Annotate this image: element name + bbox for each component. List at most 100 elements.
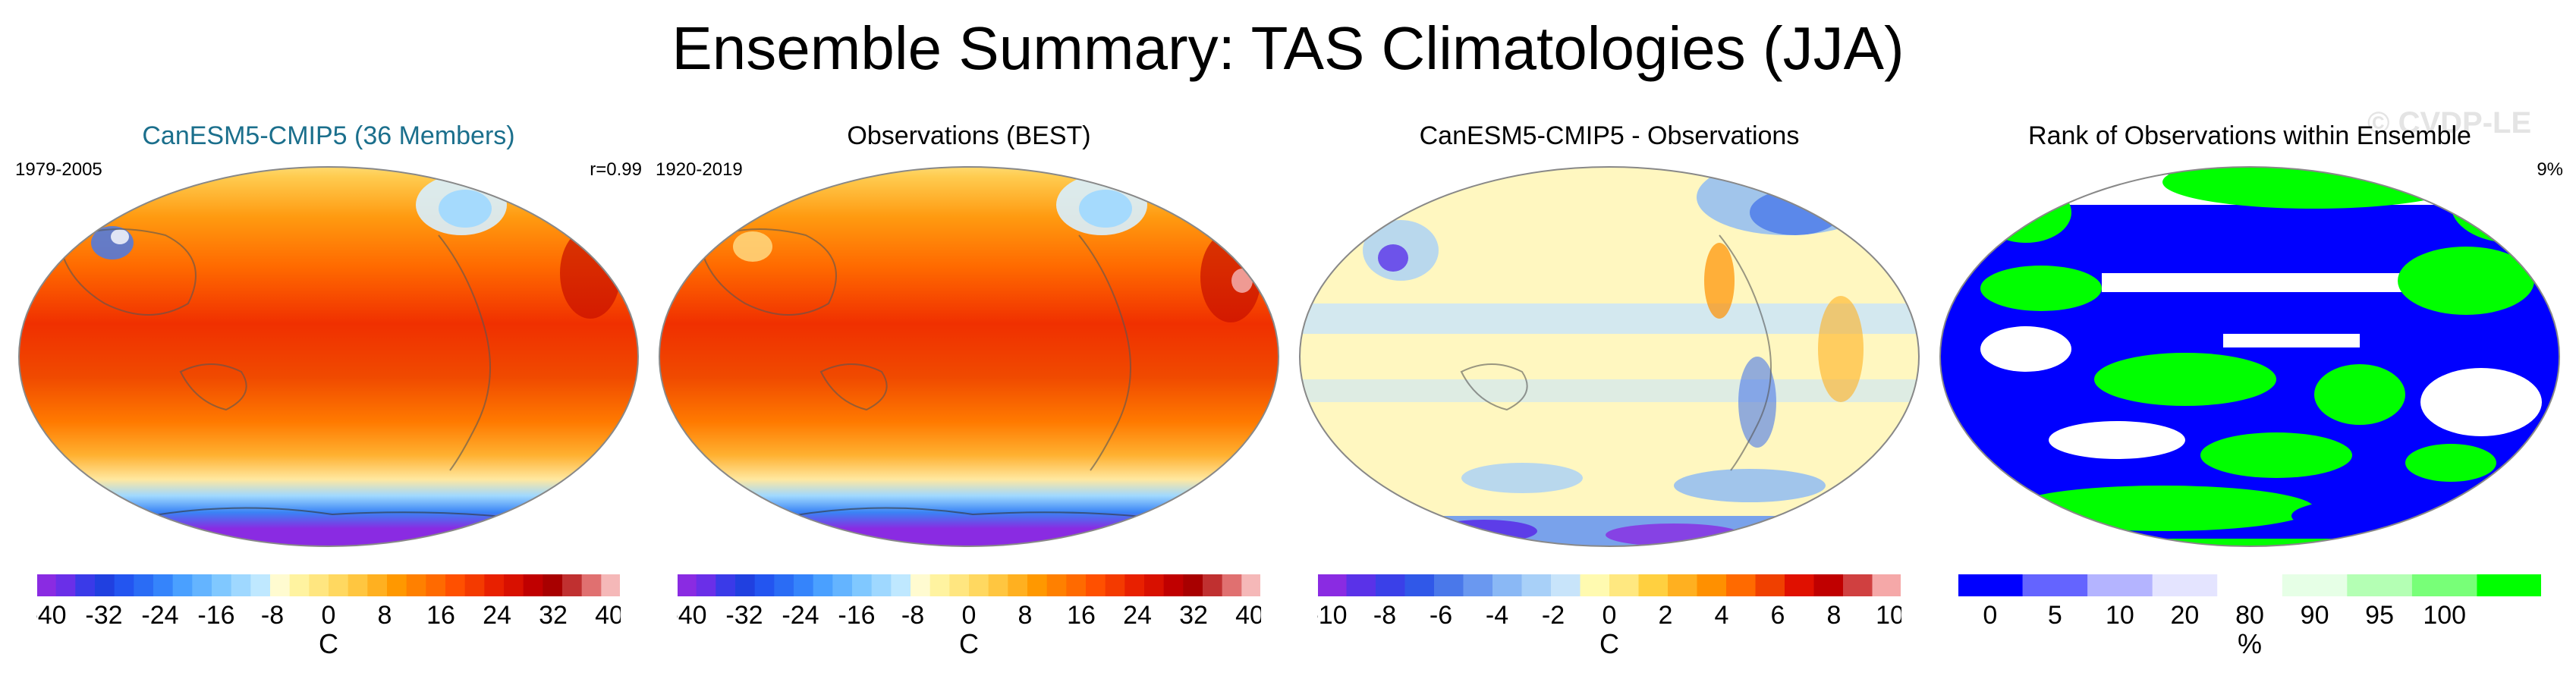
colorbar-swatch	[464, 574, 485, 596]
colorbar-tick-label: -40	[36, 601, 67, 628]
colorbar-swatch	[504, 574, 524, 596]
colorbar-swatch	[55, 574, 76, 596]
colorbar: 0 5 10 20 80 90 95 100 %	[1958, 574, 2542, 659]
colorbar-swatch	[1434, 574, 1464, 596]
colorbar-swatch	[716, 574, 736, 596]
colorbar-swatch	[2087, 574, 2153, 596]
panel-model-climatology: CanESM5-CMIP5 (36 Members) 1979-2005 r=0…	[14, 121, 643, 659]
colorbar-unit: C	[959, 628, 979, 659]
colorbar-swatch	[1668, 574, 1698, 596]
colorbar-swatch	[1404, 574, 1435, 596]
colorbar-swatch	[1580, 574, 1610, 596]
colorbar-unit: %	[2237, 628, 2262, 659]
colorbar-swatch	[329, 574, 349, 596]
colorbar-swatch	[2152, 574, 2218, 596]
colorbar-tick-label: 5	[2048, 601, 2062, 628]
colorbar-tick-label: 4	[1715, 601, 1729, 628]
colorbar-swatch	[735, 574, 756, 596]
panel-title: Observations (BEST)	[847, 121, 1091, 150]
colorbar-tick-label: -24	[782, 601, 819, 628]
colorbar-swatch	[988, 574, 1008, 596]
watermark: © CVDP-LE	[2367, 106, 2532, 140]
panel-statistic: 9%	[2537, 159, 2563, 180]
colorbar-swatch	[348, 574, 368, 596]
colorbar-swatch	[794, 574, 814, 596]
colorbar-tick-label: 8	[1827, 601, 1842, 628]
colorbar-swatch	[153, 574, 174, 596]
colorbar-swatch	[1317, 574, 1348, 596]
colorbar-swatch	[1872, 574, 1901, 596]
panel-model-minus-observations: CanESM5-CMIP5 - Observations	[1294, 121, 1924, 659]
colorbar-swatch	[696, 574, 716, 596]
colorbar-tick-label: 90	[2301, 601, 2329, 628]
colorbar-border	[1317, 574, 1901, 597]
colorbar-swatch	[387, 574, 407, 596]
colorbar-swatch	[2022, 574, 2088, 596]
colorbar-swatch	[95, 574, 115, 596]
colorbar-swatch	[1726, 574, 1757, 596]
colorbar-swatch	[2477, 574, 2542, 596]
world-map-rank	[1939, 166, 2560, 547]
colorbar-swatch	[581, 574, 602, 596]
world-map-difference	[1299, 166, 1920, 547]
colorbar-swatch	[270, 574, 291, 596]
colorbar-swatch	[1346, 574, 1376, 596]
colorbar-swatch	[114, 574, 134, 596]
colorbar-swatch	[969, 574, 989, 596]
panel-title: CanESM5-CMIP5 - Observations	[1419, 121, 1800, 150]
colorbar-swatch	[677, 574, 697, 596]
colorbar-tick-label: -10	[1317, 601, 1348, 628]
colorbar-swatch	[1521, 574, 1552, 596]
colorbar-swatch	[445, 574, 466, 596]
colorbar-tick-label: -32	[725, 601, 763, 628]
colorbar-unit: C	[1599, 628, 1619, 659]
colorbar-swatch	[543, 574, 563, 596]
colorbar-tick-label: 40	[595, 601, 621, 628]
colorbar-border	[36, 574, 621, 597]
colorbar-swatch	[774, 574, 794, 596]
colorbar-swatch	[562, 574, 583, 596]
colorbar-tick-label: -2	[1542, 601, 1565, 628]
panel-rank-of-observations: Rank of Observations within Ensemble 9%	[1935, 121, 2565, 659]
colorbar-swatch	[1027, 574, 1048, 596]
colorbar: -40 -32 -24 -16 -8 0 8 16 24 32 40 C	[677, 574, 1261, 659]
colorbar-swatch	[852, 574, 873, 596]
colorbar-tick-label: 20	[2170, 601, 2199, 628]
colorbar: -40 -32 -24 -16 -8 0 8 16 24 32 40 C	[36, 574, 621, 659]
colorbar-tick-label: -6	[1430, 601, 1452, 628]
colorbar-tick-label: -8	[1373, 601, 1396, 628]
panel-title: CanESM5-CMIP5 (36 Members)	[142, 121, 515, 150]
colorbar-swatch	[1843, 574, 1873, 596]
colorbar-swatch	[1066, 574, 1087, 596]
colorbar-swatch	[2347, 574, 2413, 596]
colorbar-swatch	[406, 574, 426, 596]
colorbar-swatch	[1046, 574, 1067, 596]
colorbar-tick-label: 10	[2106, 601, 2134, 628]
colorbar-swatch	[1958, 574, 2024, 596]
colorbar-tick-label: 16	[426, 601, 455, 628]
colorbar-swatch	[172, 574, 193, 596]
colorbar-swatch	[1697, 574, 1727, 596]
colorbar-swatch	[1105, 574, 1125, 596]
colorbar-swatch	[911, 574, 931, 596]
panel-statistic: r=0.99	[590, 159, 642, 180]
colorbar-tick-label: -8	[261, 601, 284, 628]
colorbar-tick-label: -16	[197, 601, 234, 628]
colorbar-tick-label: 32	[1179, 601, 1208, 628]
colorbar-swatch	[250, 574, 271, 596]
colorbar-graphic: -40 -32 -24 -16 -8 0 8 16 24 32 40	[36, 574, 621, 628]
colorbar-swatch	[1222, 574, 1242, 596]
colorbar-tick-label: 0	[322, 601, 336, 628]
colorbar-tick-label: 0	[1603, 601, 1617, 628]
colorbar-tick-label: -32	[85, 601, 122, 628]
colorbar-swatch	[1463, 574, 1493, 596]
colorbar-swatch	[1492, 574, 1523, 596]
colorbar-swatch	[36, 574, 57, 596]
colorbar-swatch	[949, 574, 970, 596]
colorbar-graphic: -40 -32 -24 -16 -8 0 8 16 24 32 40	[677, 574, 1261, 628]
colorbar-swatch	[192, 574, 212, 596]
colorbar-tick-label: -8	[901, 601, 924, 628]
colorbar-swatch	[891, 574, 911, 596]
colorbar-tick-label: 80	[2235, 601, 2264, 628]
colorbar-unit: C	[319, 628, 338, 659]
